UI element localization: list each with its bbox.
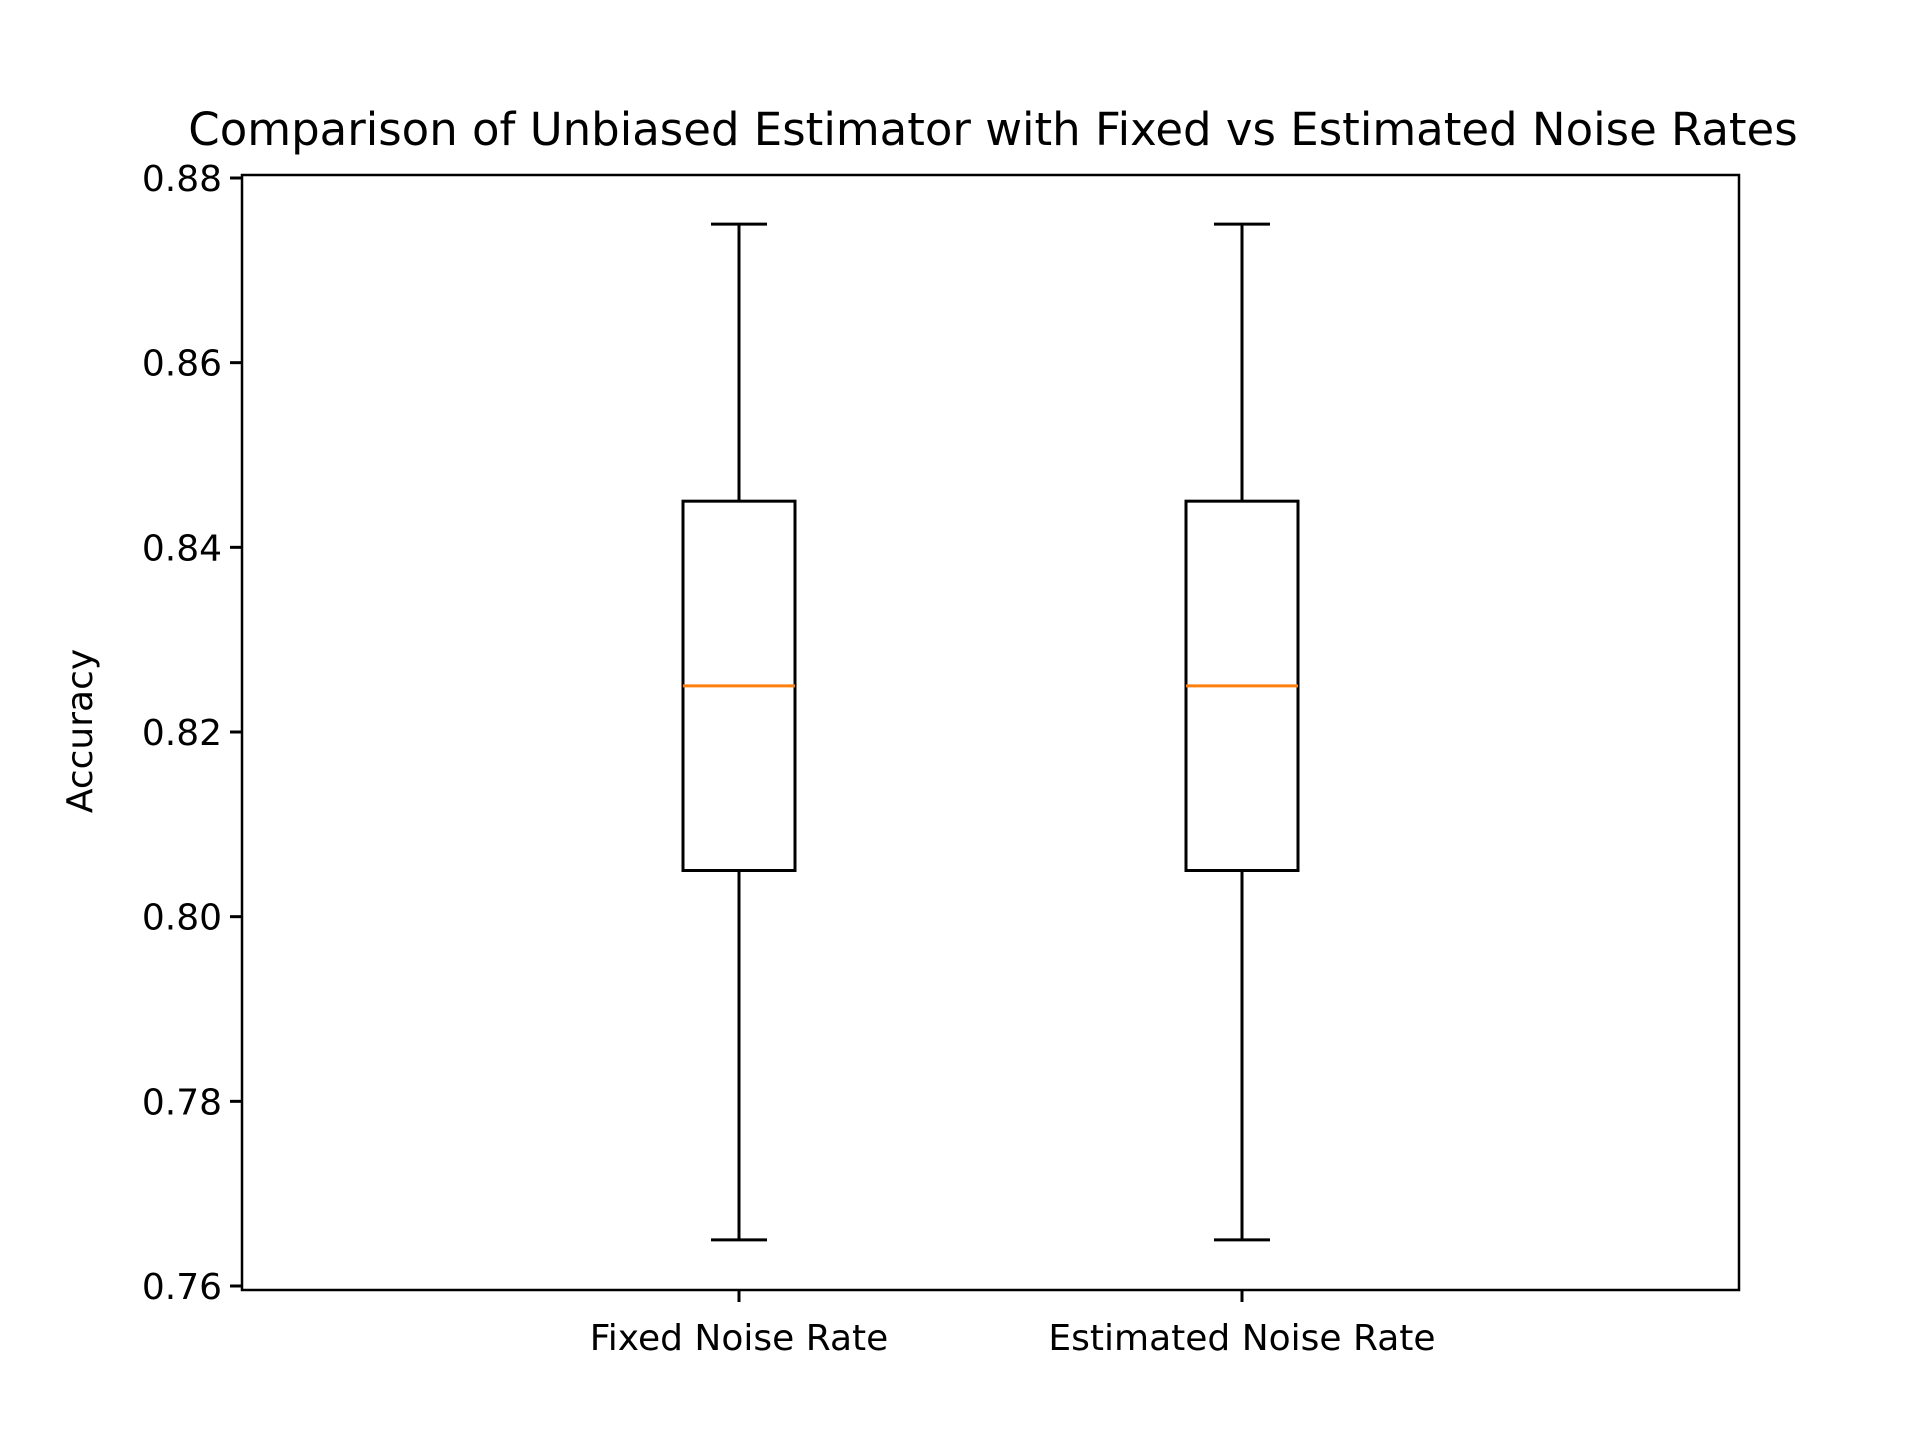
plot-area: 0.76 0.78 0.80 0.82 0.84 0.86 0.88 Fixed Noise … xyxy=(142,159,1436,1359)
axes-frame xyxy=(240,173,1741,1292)
y-tick-label: 0.86 xyxy=(142,344,222,385)
y-tick-label: 0.80 xyxy=(142,898,222,939)
y-tick-label: 0.82 xyxy=(142,713,222,754)
y-tick-label: 0.88 xyxy=(142,159,222,200)
chart-title: Comparison of Unbiased Estimator with Fi… xyxy=(188,103,1797,156)
y-axis-label: Accuracy xyxy=(60,649,101,813)
y-tick-label: 0.84 xyxy=(142,528,222,569)
x-tick-label: Fixed Noise Rate xyxy=(590,1318,889,1359)
y-tick-label: 0.78 xyxy=(142,1082,222,1123)
y-tick-label: 0.76 xyxy=(142,1267,222,1308)
x-tick-label: Estimated Noise Rate xyxy=(1048,1318,1435,1359)
